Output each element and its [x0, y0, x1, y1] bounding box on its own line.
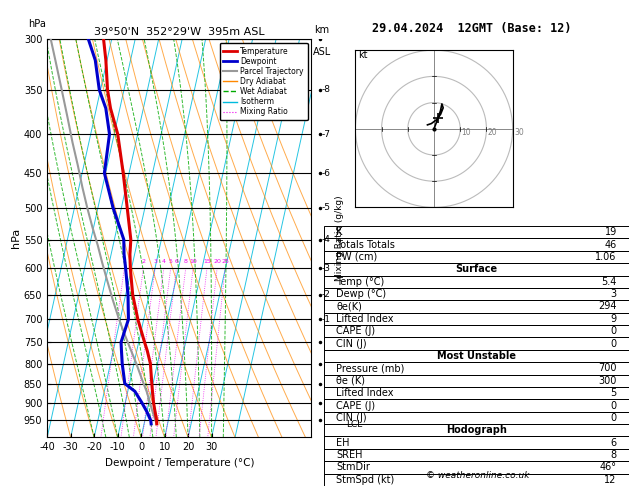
- Text: Totals Totals: Totals Totals: [336, 240, 395, 250]
- Text: CIN (J): CIN (J): [336, 413, 367, 423]
- Text: 6: 6: [611, 438, 617, 448]
- Text: CIN (J): CIN (J): [336, 339, 367, 348]
- Text: -3: -3: [322, 264, 331, 273]
- Text: 29.04.2024  12GMT (Base: 12): 29.04.2024 12GMT (Base: 12): [372, 22, 572, 35]
- Text: 10: 10: [462, 128, 471, 138]
- Text: 2: 2: [142, 260, 145, 264]
- Text: 19: 19: [604, 227, 617, 237]
- Text: Lifted Index: Lifted Index: [336, 314, 394, 324]
- Y-axis label: hPa: hPa: [11, 228, 21, 248]
- Text: 1.06: 1.06: [596, 252, 617, 262]
- Text: ASL: ASL: [313, 47, 331, 57]
- Text: 300: 300: [598, 376, 617, 386]
- Title: 39°50'N  352°29'W  395m ASL: 39°50'N 352°29'W 395m ASL: [94, 27, 265, 37]
- Text: 20: 20: [213, 260, 221, 264]
- Text: CAPE (J): CAPE (J): [336, 326, 376, 336]
- Text: LCL: LCL: [346, 420, 362, 429]
- Text: 15: 15: [203, 260, 211, 264]
- Text: -1: -1: [322, 315, 331, 324]
- Text: -6: -6: [322, 169, 331, 177]
- Text: θe(K): θe(K): [336, 301, 362, 312]
- Legend: Temperature, Dewpoint, Parcel Trajectory, Dry Adiabat, Wet Adiabat, Isotherm, Mi: Temperature, Dewpoint, Parcel Trajectory…: [220, 43, 308, 120]
- Text: hPa: hPa: [28, 19, 46, 29]
- Text: 0: 0: [611, 326, 617, 336]
- Text: SREH: SREH: [336, 450, 363, 460]
- Text: © weatheronline.co.uk: © weatheronline.co.uk: [426, 471, 530, 480]
- Text: 0: 0: [611, 339, 617, 348]
- Text: -2: -2: [322, 290, 331, 299]
- Text: 3: 3: [153, 260, 157, 264]
- Text: 1: 1: [123, 260, 126, 264]
- Text: 3: 3: [611, 289, 617, 299]
- Text: EH: EH: [336, 438, 350, 448]
- Text: 6: 6: [174, 260, 179, 264]
- Text: Mixing Ratio (g/kg): Mixing Ratio (g/kg): [335, 195, 344, 281]
- Text: 5: 5: [169, 260, 172, 264]
- Text: Hodograph: Hodograph: [446, 425, 507, 435]
- Text: StmSpd (kt): StmSpd (kt): [336, 475, 394, 485]
- Text: 5: 5: [611, 388, 617, 398]
- Text: 9: 9: [611, 314, 617, 324]
- Text: 46: 46: [604, 240, 617, 250]
- Text: -4: -4: [322, 235, 331, 244]
- Text: 46°: 46°: [600, 462, 617, 472]
- Text: 8: 8: [611, 450, 617, 460]
- Text: -7: -7: [322, 130, 331, 139]
- Text: Surface: Surface: [455, 264, 498, 274]
- Text: 294: 294: [598, 301, 617, 312]
- Text: -8: -8: [322, 86, 331, 94]
- Text: Lifted Index: Lifted Index: [336, 388, 394, 398]
- Text: 20: 20: [487, 128, 498, 138]
- Text: PW (cm): PW (cm): [336, 252, 377, 262]
- Text: 30: 30: [514, 128, 524, 138]
- Text: 4: 4: [162, 260, 166, 264]
- Text: 12: 12: [604, 475, 617, 485]
- Text: kt: kt: [358, 50, 367, 60]
- X-axis label: Dewpoint / Temperature (°C): Dewpoint / Temperature (°C): [104, 458, 254, 468]
- Text: 0: 0: [611, 413, 617, 423]
- Text: Dewp (°C): Dewp (°C): [336, 289, 386, 299]
- Text: 8: 8: [184, 260, 187, 264]
- Text: StmDir: StmDir: [336, 462, 370, 472]
- Text: 10: 10: [189, 260, 197, 264]
- Text: 5.4: 5.4: [601, 277, 617, 287]
- Text: 25: 25: [221, 260, 229, 264]
- Text: Pressure (mb): Pressure (mb): [336, 364, 404, 373]
- Text: K: K: [336, 227, 343, 237]
- Text: km: km: [314, 25, 330, 35]
- Text: Temp (°C): Temp (°C): [336, 277, 384, 287]
- Text: 700: 700: [598, 364, 617, 373]
- Text: θe (K): θe (K): [336, 376, 365, 386]
- Text: CAPE (J): CAPE (J): [336, 400, 376, 411]
- Text: -5: -5: [322, 204, 331, 212]
- Text: Most Unstable: Most Unstable: [437, 351, 516, 361]
- Text: 0: 0: [611, 400, 617, 411]
